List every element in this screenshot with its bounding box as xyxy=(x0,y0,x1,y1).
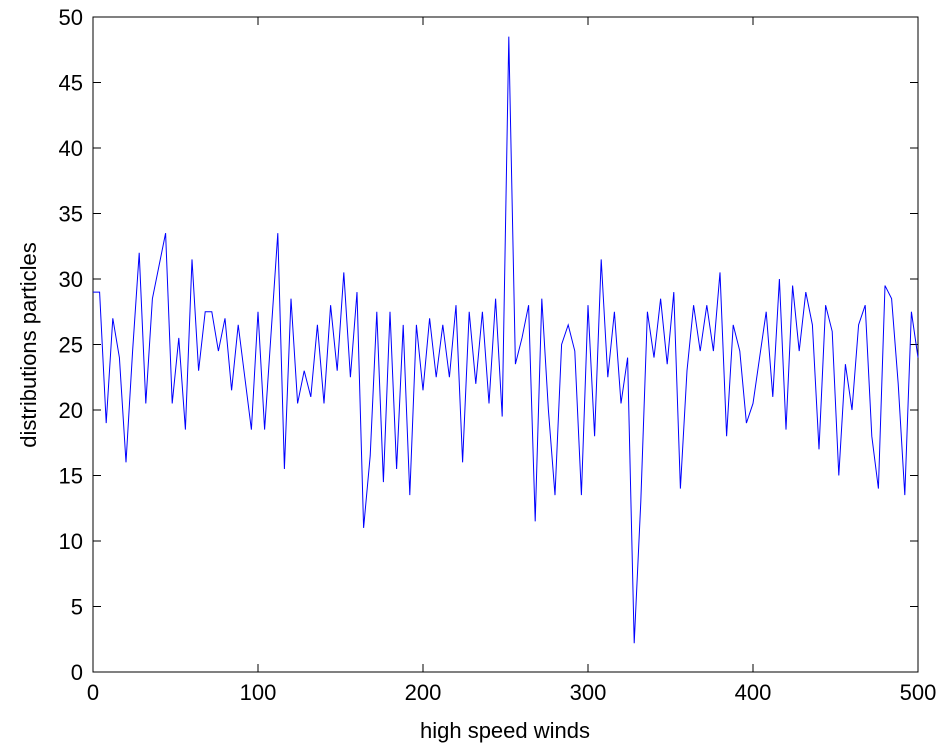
y-tick-label: 10 xyxy=(59,529,83,554)
y-tick-label: 30 xyxy=(59,267,83,292)
plot-frame xyxy=(92,16,919,673)
y-tick-label: 40 xyxy=(59,136,83,161)
y-tick-label: 50 xyxy=(59,5,83,30)
y-tick-label: 45 xyxy=(59,71,83,96)
y-tick-label: 0 xyxy=(71,660,83,685)
y-tick-label: 25 xyxy=(59,333,83,358)
x-axis-label: high speed winds xyxy=(420,718,590,743)
data-line xyxy=(93,36,919,644)
y-axis-label: distributions particles xyxy=(16,242,41,447)
x-tick-label: 300 xyxy=(570,680,607,705)
x-tick-label: 0 xyxy=(87,680,99,705)
x-tick-label: 100 xyxy=(240,680,277,705)
x-tick-label: 400 xyxy=(735,680,772,705)
x-tick-label: 500 xyxy=(900,680,937,705)
y-tick-label: 20 xyxy=(59,398,83,423)
x-tick-label: 200 xyxy=(405,680,442,705)
y-tick-label: 5 xyxy=(71,595,83,620)
y-tick-label: 15 xyxy=(59,464,83,489)
y-tick-label: 35 xyxy=(59,202,83,227)
